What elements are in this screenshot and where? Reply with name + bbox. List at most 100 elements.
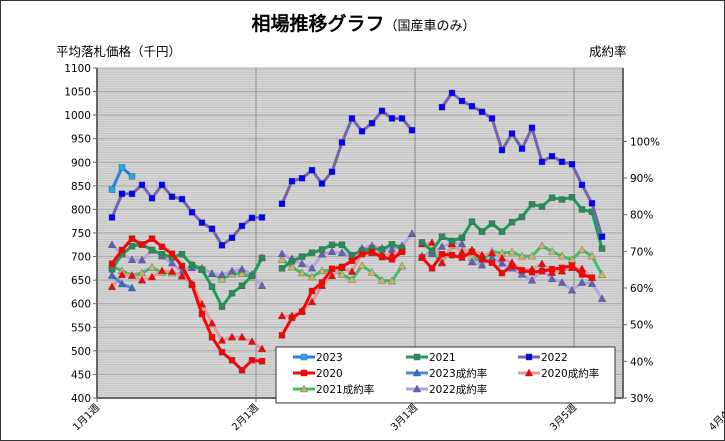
legend-swatch-marker: [413, 353, 421, 361]
series-2020-point: [548, 266, 556, 273]
series-2021-rate-point: [507, 247, 517, 256]
series-2020-point: [158, 243, 166, 250]
legend-item: 2020成約率: [518, 367, 599, 380]
y2-tick-label: 40%: [630, 356, 653, 368]
series-2022-point: [308, 167, 316, 174]
series-2023-point: [128, 173, 136, 180]
legend-label: 2022: [541, 352, 568, 364]
series-2022-rate-point: [587, 279, 597, 287]
series-2022-point: [108, 214, 116, 221]
series-2022-point: [238, 222, 246, 230]
series-2021-point: [328, 241, 336, 248]
series-2022-rate-point: [407, 229, 417, 237]
series-2022-rate-point: [227, 266, 237, 275]
y2-tick-label: 90%: [630, 173, 653, 185]
series-2022-point: [578, 181, 586, 189]
y2-tick-label: 30%: [630, 393, 653, 405]
series-2021-point: [128, 242, 136, 250]
series-2020-point: [488, 259, 496, 266]
series-2021-rate-point: [217, 274, 227, 283]
series-2021-point: [538, 203, 546, 210]
series-2020-point: [278, 332, 286, 339]
series-2022-point: [388, 115, 396, 122]
series-2022-point: [188, 209, 196, 216]
series-2020-point: [388, 256, 396, 263]
series-2021-point: [298, 253, 306, 260]
y2-tick-label: 60%: [630, 283, 653, 295]
series-2021-rate-point: [577, 245, 587, 254]
series-2022-point: [378, 107, 386, 115]
series-2021-point: [338, 241, 346, 248]
series-2022-point: [438, 103, 446, 111]
series-2023-point: [108, 186, 116, 193]
series-2022-point: [598, 233, 606, 240]
series-2021-rate-point: [337, 270, 347, 278]
series-2021-rate-point: [277, 254, 287, 263]
series-2021-point: [188, 261, 196, 269]
series-2021-rate-point: [547, 246, 557, 255]
series-2022-rate-line: [110, 243, 264, 287]
series-2022-rate-point: [547, 274, 557, 283]
series-2021-point: [258, 254, 266, 262]
legend-swatch-marker: [525, 353, 533, 361]
series-2021-point: [448, 237, 456, 245]
series-2020-point: [418, 254, 426, 261]
series-2022-point: [198, 219, 206, 226]
series-2022-point: [298, 175, 306, 182]
series-2020-point: [358, 251, 366, 258]
x-tick-label: 3月1週: [388, 402, 420, 434]
series-2020-rate-point: [137, 275, 147, 284]
series-2022-point: [368, 119, 376, 127]
series-2021-point: [348, 251, 356, 259]
series-2020-point: [568, 262, 576, 269]
series-2020-point: [478, 256, 486, 263]
series-2021-point: [498, 228, 506, 235]
series-2021-point: [458, 234, 466, 241]
series-2021-point: [198, 266, 206, 273]
series-2021-point: [178, 251, 186, 258]
series-2020-point: [458, 254, 466, 261]
series-2021-point: [388, 241, 396, 248]
series-2021-point: [278, 265, 286, 272]
series-2021-point: [478, 228, 486, 235]
y-tick-label: 800: [71, 204, 91, 216]
series-2020-point: [288, 314, 296, 322]
chart-subtitle: （国産車のみ）: [384, 19, 476, 34]
series-2022-point: [408, 127, 416, 134]
series-2020-rate-point: [277, 311, 287, 320]
legend-swatch-marker: [300, 369, 308, 377]
series-2021-point: [508, 218, 516, 226]
x-tick-label: 1月1週: [70, 402, 102, 434]
series-2020-point: [398, 248, 406, 256]
series-2020-point: [498, 269, 506, 277]
y2-tick-label: 80%: [630, 210, 653, 222]
legend-label: 2023成約率: [429, 367, 487, 380]
y-tick-label: 700: [71, 252, 91, 264]
series-2021-rate-point: [527, 251, 537, 260]
series-2020-point: [348, 257, 356, 265]
legend-item: 2020: [293, 368, 343, 380]
series-2021-point: [318, 246, 326, 253]
series-2022-rate-point: [517, 270, 527, 278]
series-2022-rate-point: [527, 275, 537, 284]
series-2023-point: [118, 164, 126, 171]
series-2022-point: [278, 200, 286, 207]
series-2020-point: [178, 262, 186, 270]
series-2022-point: [498, 146, 506, 154]
series-2021-rate-point: [147, 263, 157, 271]
series-2022-rate-point: [277, 249, 287, 258]
y2-axis-title: 成約率: [589, 44, 627, 59]
series-2021-rate-point: [517, 251, 527, 260]
series-2023-rate-point: [117, 279, 127, 288]
series-2021-point: [378, 246, 386, 253]
series-2021-point: [548, 194, 556, 201]
series-2022-point: [208, 225, 216, 232]
series-2022-rate-point: [127, 255, 137, 263]
series-2021-point: [288, 258, 296, 265]
series-2021-rate-point: [367, 267, 377, 276]
series-2022-rate-point: [457, 239, 467, 248]
series-2021-point: [208, 283, 216, 290]
series-2020-point: [218, 349, 226, 356]
series-2021-point: [468, 218, 476, 225]
